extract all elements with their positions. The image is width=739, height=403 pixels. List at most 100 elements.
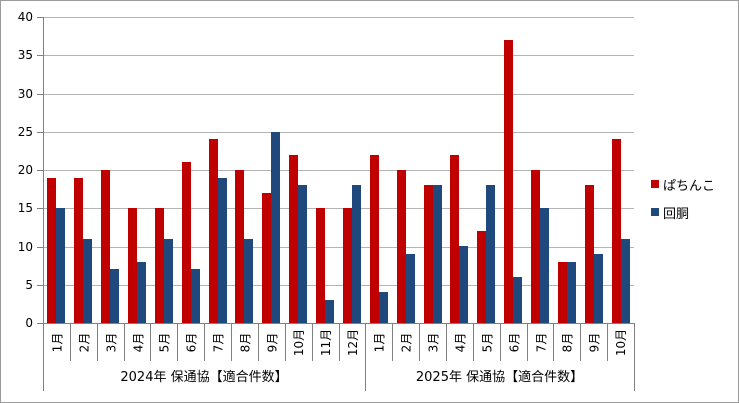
x-month-label: 7月 [527,324,554,361]
legend-entry-kaido: 回胴 [651,203,715,222]
month-separator [70,323,71,361]
y-axis-line [43,17,44,323]
x-month-label-text: 11月 [319,328,333,357]
bar-pachinko [504,40,513,323]
x-month-label: 4月 [446,324,473,361]
bar-kaido [110,269,119,323]
month-separator [312,323,313,361]
y-axis-tick-label: 0 [25,316,33,330]
x-month-label: 2月 [70,324,97,361]
bar-pachinko [343,208,352,323]
bar-pachinko [397,170,406,323]
bar-kaido [352,185,361,323]
bar-kaido [379,292,388,323]
x-month-label-text: 9月 [586,332,601,353]
x-month-label-text: 3月 [425,332,440,353]
x-month-label: 3月 [97,324,124,361]
bar-kaido [325,300,334,323]
bar-pachinko [558,262,567,323]
x-month-label-text: 7月 [533,332,548,353]
bar-pachinko [316,208,325,323]
y-axis-tick-label: 15 [17,201,33,215]
x-month-label: 10月 [607,324,634,361]
month-separator [607,323,608,361]
x-month-label: 9月 [580,324,607,361]
legend-label-kaido: 回胴 [663,206,690,222]
x-month-label-text: 4月 [452,332,467,353]
year-group-label: 2025年 保通協【適合件数】 [415,370,584,385]
bar-kaido [406,254,415,323]
chart-legend: ぱちんこ 回胴 [651,175,715,231]
gridline [43,55,634,56]
x-month-label-text: 12月 [346,328,360,357]
bar-kaido [191,269,200,323]
y-axis-tick [37,285,43,286]
bar-kaido [486,185,495,323]
group-separator [43,323,44,391]
bar-kaido [218,178,227,323]
x-month-label-text: 2月 [76,332,91,353]
y-axis-tick [37,170,43,171]
y-axis-tick [37,132,43,133]
y-axis-tick-label: 10 [17,240,33,254]
y-axis-tick-label: 35 [17,48,33,62]
bar-pachinko [262,193,271,323]
month-separator [473,323,474,361]
y-axis-tick [37,94,43,95]
year-group-label: 2024年 保通協【適合件数】 [120,370,288,385]
bar-pachinko [612,139,621,323]
bar-pachinko [450,155,459,323]
x-month-label-text: 1月 [49,332,64,353]
y-axis-tick-label: 20 [17,163,33,177]
group-separator [365,323,366,391]
gridline [43,17,634,18]
month-separator [500,323,501,361]
x-month-label-text: 10月 [614,328,628,357]
x-month-label-text: 7月 [210,332,225,353]
y-axis-tick [37,323,43,324]
bar-kaido [164,239,173,323]
month-separator [446,323,447,361]
bar-pachinko [155,208,164,323]
x-month-label: 12月 [339,324,366,361]
legend-entry-pachinko: ぱちんこ [651,175,715,194]
month-separator [258,323,259,361]
legend-swatch-pachinko-icon [651,180,659,188]
bar-kaido [56,208,65,323]
y-axis-tick-label: 5 [25,278,33,292]
month-separator [392,323,393,361]
bar-kaido [271,132,280,323]
x-month-label: 5月 [150,324,177,361]
bar-pachinko [128,208,137,323]
month-separator [177,323,178,361]
y-axis-tick [37,55,43,56]
x-month-label: 8月 [231,324,258,361]
month-separator [150,323,151,361]
month-separator [553,323,554,361]
bar-kaido [298,185,307,323]
x-month-label: 2月 [392,324,419,361]
bar-pachinko [74,178,83,323]
x-month-label-text: 10月 [292,328,306,357]
gridline [43,208,634,209]
gridline [43,94,634,95]
bar-kaido [459,246,468,323]
month-separator [339,323,340,361]
x-month-label: 5月 [473,324,500,361]
bar-pachinko [585,185,594,323]
y-axis-tick [37,17,43,18]
x-month-label-text: 8月 [237,332,252,353]
gridline [43,247,634,248]
x-month-label: 6月 [177,324,204,361]
y-axis-tick-label: 30 [17,87,33,101]
bar-pachinko [209,139,218,323]
y-axis-tick [37,247,43,248]
month-separator [231,323,232,361]
x-month-label: 1月 [43,324,70,361]
bar-kaido [137,262,146,323]
month-separator [97,323,98,361]
x-month-label: 11月 [312,324,339,361]
x-month-label-text: 1月 [371,332,386,353]
month-separator [580,323,581,361]
